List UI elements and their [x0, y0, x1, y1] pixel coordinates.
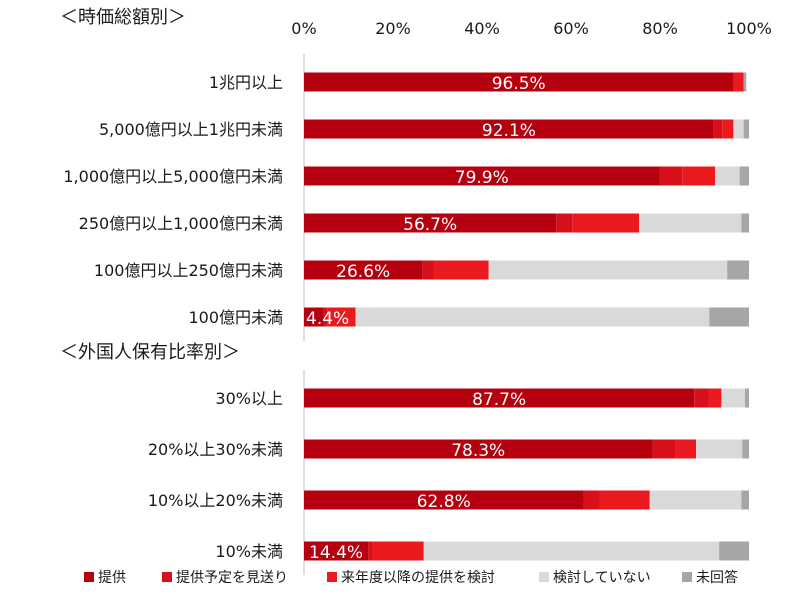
- x-tick-label: 0%: [291, 19, 316, 38]
- data-label: 26.6%: [336, 262, 390, 282]
- legend-swatch: [327, 572, 337, 582]
- bar-segment: [696, 439, 743, 459]
- bar-segment: [433, 260, 489, 280]
- legend-label: 検討していない: [553, 570, 651, 586]
- data-label: 62.8%: [417, 492, 471, 512]
- x-tick-label: 20%: [375, 19, 411, 38]
- bar-segment: [304, 388, 695, 408]
- data-label: 87.7%: [472, 390, 526, 410]
- bar-segment: [727, 260, 749, 280]
- bar-segment: [659, 166, 683, 186]
- x-tick-label: 40%: [464, 19, 500, 38]
- bar-segment: [304, 166, 660, 186]
- bar-segment: [639, 213, 742, 233]
- bar-segment: [304, 72, 734, 92]
- bar-segment: [694, 388, 709, 408]
- bar-segment: [742, 439, 749, 459]
- bar-segment: [368, 541, 373, 561]
- bar-segment: [304, 541, 369, 561]
- category-label: 10%以上20%未満: [148, 491, 283, 510]
- bar-segment: [743, 119, 749, 139]
- legend-swatch: [682, 572, 692, 582]
- data-label: 79.9%: [455, 168, 509, 188]
- data-label: 78.3%: [451, 441, 505, 461]
- bar-segment: [713, 119, 723, 139]
- group-title: ＜時価総額別＞: [60, 7, 186, 28]
- data-label: 56.7%: [403, 215, 457, 235]
- bar-segment: [372, 541, 424, 561]
- bar-segment: [583, 490, 600, 510]
- data-label: 14.4%: [309, 543, 363, 563]
- bar-segment: [743, 72, 747, 92]
- bar-segment: [722, 119, 734, 139]
- bar-segment: [652, 439, 676, 459]
- bar-segment: [304, 119, 714, 139]
- x-tick-label: 80%: [642, 19, 678, 38]
- legend-label: 提供予定を見送り: [176, 570, 288, 586]
- bar-segment: [304, 307, 324, 327]
- bar-segment: [488, 260, 728, 280]
- category-label: 5,000億円以上1兆円未満: [99, 120, 283, 139]
- bar-segment: [304, 439, 653, 459]
- bar-segment: [355, 307, 710, 327]
- data-label: 96.5%: [492, 74, 546, 94]
- bar-segment: [721, 388, 745, 408]
- bar-segment: [719, 541, 749, 561]
- category-label: 20%以上30%未満: [148, 440, 283, 459]
- legend-swatch: [84, 572, 94, 582]
- bar-segment: [304, 260, 423, 280]
- category-label: 1,000億円以上5,000億円未満: [63, 167, 283, 186]
- legend-swatch: [539, 572, 549, 582]
- bar-segment: [709, 307, 749, 327]
- data-label: 4.4%: [306, 309, 349, 329]
- x-tick-label: 100%: [726, 19, 772, 38]
- category-label: 100億円未満: [188, 308, 283, 327]
- category-label: 100億円以上250億円未満: [94, 261, 283, 280]
- bar-segment: [741, 490, 749, 510]
- bar-segment: [422, 260, 434, 280]
- bar-segment: [682, 166, 716, 186]
- category-label: 10%未満: [215, 542, 283, 561]
- legend-label: 提供: [98, 570, 126, 586]
- legend-swatch: [162, 572, 172, 582]
- bar-segment: [323, 307, 328, 327]
- bar-segment: [599, 490, 650, 510]
- bar-segment: [304, 490, 584, 510]
- legend-label: 来年度以降の提供を検討: [341, 570, 495, 586]
- bar-segment: [423, 541, 720, 561]
- bar-segment: [708, 388, 722, 408]
- category-label: 250億円以上1,000億円未満: [79, 214, 283, 233]
- bar-segment: [304, 213, 557, 233]
- category-label: 30%以上: [215, 389, 283, 408]
- data-label: 92.1%: [482, 121, 536, 141]
- legend-label: 未回答: [696, 569, 738, 586]
- bar-segment: [556, 213, 573, 233]
- bar-segment: [572, 213, 640, 233]
- bar-segment: [739, 166, 749, 186]
- bar-segment: [675, 439, 697, 459]
- bar-segment: [715, 166, 740, 186]
- bar-segment: [744, 388, 749, 408]
- group-title: ＜外国人保有比率別＞: [60, 342, 240, 363]
- bar-segment: [733, 119, 744, 139]
- bar-segment: [741, 213, 749, 233]
- x-tick-label: 60%: [553, 19, 589, 38]
- bar-segment: [733, 72, 744, 92]
- bar-segment: [327, 307, 356, 327]
- category-label: 1兆円以上: [209, 73, 283, 92]
- bar-segment: [649, 490, 742, 510]
